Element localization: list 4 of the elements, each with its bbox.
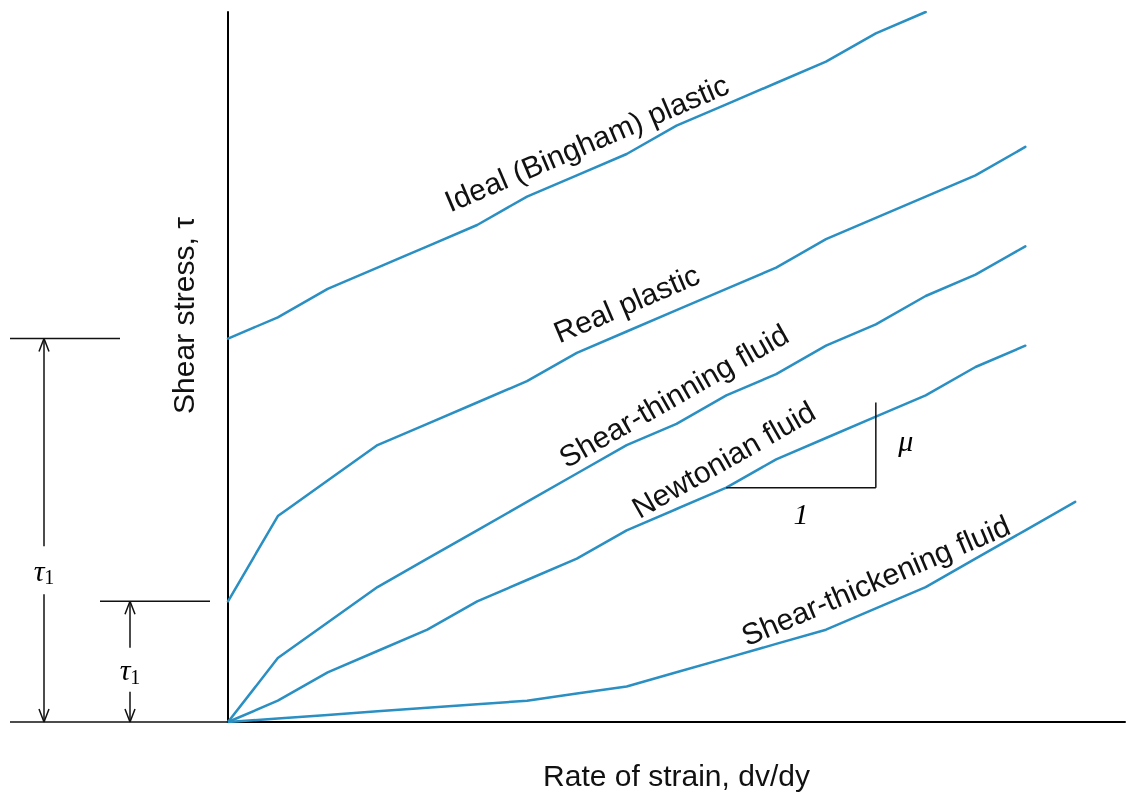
x-axis-title: Rate of strain, dv/dy bbox=[543, 758, 810, 792]
annotation: μ bbox=[897, 423, 914, 457]
annotation: 1 bbox=[793, 497, 809, 531]
y-axis-title: Shear stress, τ bbox=[166, 216, 200, 414]
